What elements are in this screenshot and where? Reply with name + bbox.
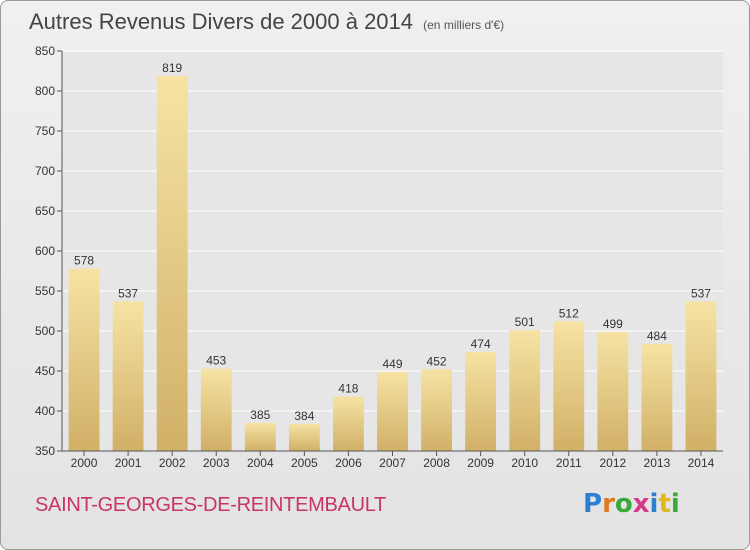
- y-tick-label: 550: [35, 284, 55, 298]
- data-label-2005: 384: [294, 409, 314, 423]
- data-label-2003: 453: [206, 354, 226, 368]
- bar-2007: [377, 371, 408, 451]
- data-label-2002: 819: [162, 61, 182, 75]
- logo-letter: i: [649, 489, 659, 519]
- y-tick-label: 650: [35, 204, 55, 218]
- y-tick-label: 450: [35, 364, 55, 378]
- data-label-2013: 484: [647, 329, 667, 343]
- data-label-2008: 452: [427, 354, 447, 368]
- logo-letter: P: [583, 489, 603, 519]
- bar-2006: [333, 396, 364, 451]
- y-tick-label: 850: [35, 44, 55, 58]
- bar-2011: [553, 321, 585, 451]
- x-tick-label-2000: 2000: [71, 456, 98, 470]
- x-tick-label-2012: 2012: [599, 456, 626, 470]
- data-label-2006: 418: [338, 382, 358, 396]
- bar-2009: [465, 351, 497, 451]
- chart-title: Autres Revenus Divers de 2000 à 2014 (en…: [29, 9, 504, 35]
- data-label-2004: 385: [250, 408, 270, 422]
- x-tick-label-2002: 2002: [159, 456, 186, 470]
- y-tick-label: 700: [35, 164, 55, 178]
- bar-2012: [597, 331, 629, 451]
- y-tick-label: 600: [35, 244, 55, 258]
- x-tick-label-2008: 2008: [423, 456, 450, 470]
- chart-title-text: Autres Revenus Divers de 2000 à 2014: [29, 9, 414, 34]
- bar-2001: [112, 301, 144, 451]
- bar-2013: [641, 343, 673, 451]
- bar-2014: [685, 301, 717, 451]
- data-label-2012: 499: [603, 317, 623, 331]
- data-label-2014: 537: [691, 286, 711, 300]
- x-tick-label-2010: 2010: [511, 456, 538, 470]
- y-tick-label: 800: [35, 84, 55, 98]
- chart-subtitle: (en milliers d'€): [423, 18, 505, 32]
- data-label-2001: 537: [118, 286, 138, 300]
- data-label-2010: 501: [515, 315, 535, 329]
- logo-letter: o: [614, 489, 633, 519]
- x-tick-label-2001: 2001: [115, 456, 142, 470]
- data-label-2009: 474: [471, 337, 491, 351]
- y-tick-label: 350: [35, 444, 55, 458]
- y-tick-label: 400: [35, 404, 55, 418]
- bar-2010: [509, 330, 541, 451]
- logo-letter: t: [658, 489, 671, 519]
- bar-2002: [156, 75, 188, 452]
- logo-letter: i: [670, 489, 680, 519]
- logo-letter: r: [602, 489, 615, 519]
- x-tick-label-2007: 2007: [379, 456, 406, 470]
- bar-2004: [244, 423, 276, 451]
- data-label-2011: 512: [559, 306, 579, 320]
- bars: 578 537 819 453 385 384 418 449 452 474 501 512 499 4…: [68, 61, 717, 452]
- x-tick-label-2004: 2004: [247, 456, 274, 470]
- bar-2008: [421, 369, 452, 451]
- data-label-2007: 449: [382, 357, 402, 371]
- y-tick-label: 500: [35, 324, 55, 338]
- x-tick-label-2011: 2011: [556, 456, 582, 470]
- x-tick-label-2014: 2014: [688, 456, 715, 470]
- y-tick-label: 750: [35, 124, 55, 138]
- proxiti-logo: Proxiti: [583, 489, 680, 519]
- x-tick-label-2006: 2006: [335, 456, 362, 470]
- commune-name: SAINT-GEORGES-DE-REINTEMBAULT: [35, 494, 386, 516]
- axes: 350 400 450 500 550 600 650 700 750 800 850 2000 200…: [35, 44, 723, 470]
- data-label-2000: 578: [74, 254, 94, 268]
- bar-2003: [200, 368, 232, 451]
- x-tick-label-2013: 2013: [644, 456, 671, 470]
- bar-2000: [68, 268, 100, 451]
- bar-2005: [288, 423, 320, 451]
- logo-letter: x: [632, 489, 650, 519]
- x-tick-label-2003: 2003: [203, 456, 230, 470]
- x-tick-label-2005: 2005: [291, 456, 318, 470]
- x-tick-label-2009: 2009: [467, 456, 494, 470]
